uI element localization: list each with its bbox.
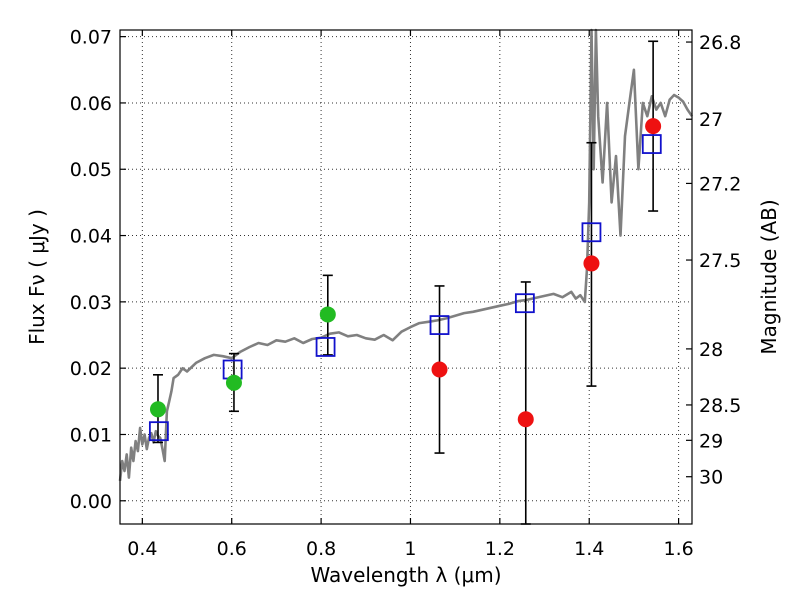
x-tick-label: 1 (404, 538, 416, 560)
detection-point (149, 401, 166, 418)
detection-point (225, 374, 242, 391)
nondetection-point (583, 255, 600, 272)
y-tick-label: 0.05 (70, 159, 112, 181)
y-tick-label: 0.03 (70, 292, 112, 314)
y-tick-label: 0.00 (70, 491, 112, 513)
mag-tick-label: 27.5 (699, 250, 741, 272)
model-spectrum-line (118, 28, 694, 482)
model-photometry-square (148, 421, 169, 442)
y-tick-label: 0.01 (70, 424, 112, 446)
axis-ticks: 0.4 0.6 0.8 1 1.2 1.4 1.6 0.00 0.01 0.02 0.03 0.04 0… (70, 27, 742, 560)
mag-tick-label: 30 (699, 467, 723, 489)
model-photometry-square (641, 134, 662, 154)
y-tick-label: 0.07 (70, 27, 112, 49)
mag-tick-label: 26.8 (699, 32, 741, 54)
y-axis-label: Flux Fν ( μJy ) (25, 209, 49, 345)
detection-point (319, 306, 336, 323)
x-tick-label: 0.4 (127, 538, 157, 560)
x-tick-label: 0.6 (217, 538, 247, 560)
mag-tick-label: 27 (699, 109, 723, 131)
model-photometry-squares (148, 134, 662, 442)
mag-tick-label: 28.5 (699, 395, 741, 417)
x-tick-label: 1.2 (485, 538, 515, 560)
nondetection-point (645, 118, 662, 135)
x-axis-label: Wavelength λ (μm) (310, 563, 501, 587)
y-tick-label: 0.04 (70, 226, 112, 248)
mag-tick-label: 28 (699, 339, 723, 361)
model-photometry-square (315, 337, 336, 357)
model-photometry-square (514, 293, 535, 314)
plot-frame (119, 29, 693, 525)
model-photometry-square (429, 315, 450, 335)
mag-tick-label: 29 (699, 430, 723, 452)
nondetection-point (431, 361, 448, 378)
observed-points (149, 118, 662, 428)
x-tick-label: 0.8 (306, 538, 336, 560)
mag-tick-label: 27.2 (699, 173, 741, 195)
error-bars (152, 40, 659, 525)
y-tick-label: 0.06 (70, 93, 112, 115)
model-spectrum (118, 28, 694, 482)
nondetection-point (517, 411, 534, 428)
x-tick-label: 1.4 (574, 538, 604, 560)
model-photometry-square (581, 222, 602, 243)
x-tick-label: 1.6 (663, 538, 693, 560)
y-tick-label: 0.02 (70, 358, 112, 380)
y-axis-right-label: Magnitude (AB) (757, 199, 781, 354)
